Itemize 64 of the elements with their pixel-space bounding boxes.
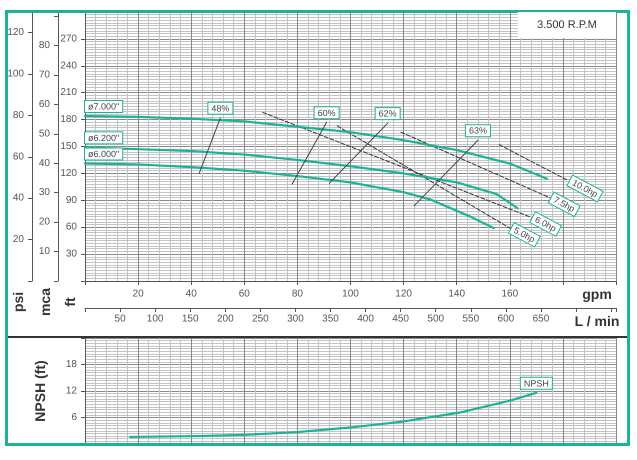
x2-tick-label: 500 (427, 314, 445, 324)
x2-tick-label: 400 (357, 314, 374, 324)
x-tick-label: 120 (395, 288, 412, 300)
x-tick-label: 100 (342, 288, 360, 300)
y3-tick-label: 40 (38, 158, 50, 169)
y3-tick-label: 50 (38, 128, 50, 140)
x2-tick-label: 450 (392, 314, 410, 324)
y-tick-label: 6 (71, 412, 78, 423)
y-tick-label: 210 (60, 87, 78, 98)
y3-tick-label: 60 (38, 98, 50, 110)
x-tick-label: 140 (448, 288, 466, 300)
x2-tick-label: 100 (146, 314, 164, 324)
series-label: 63% (468, 126, 487, 136)
x2-tick-label: 350 (322, 314, 340, 324)
y2-axis-title: psi (10, 292, 26, 312)
y-tick-label: 12 (66, 386, 78, 396)
y3-tick-label: 10 (38, 246, 50, 258)
y-tick-label: 60 (66, 222, 78, 233)
x-tick-label: 80 (292, 288, 304, 300)
caption-box: 3.500 R.P.M (518, 12, 616, 38)
x2-tick-label: 600 (498, 314, 515, 324)
x2-tick-label: 50 (114, 314, 126, 324)
series-label: ø6.200" (88, 132, 120, 143)
y-axis-title: NPSH (ft) (32, 360, 48, 422)
x-axis-title: gpm (582, 286, 612, 302)
y-tick-label: 270 (60, 33, 78, 44)
series-label: 48% (211, 103, 230, 114)
x-tick-label: 160 (501, 288, 519, 300)
line-series (84, 146, 519, 210)
series-label: NPSH (524, 378, 549, 388)
y-tick-label: 150 (60, 141, 78, 152)
y2-tick-label: 20 (12, 234, 24, 246)
y3-tick-label: 80 (38, 40, 50, 52)
x2-tick-label: 550 (462, 314, 480, 324)
y3-tick-label: 20 (38, 216, 50, 228)
y3-tick-label: 30 (38, 187, 50, 198)
y3-axis-title: mca (37, 288, 53, 316)
x2-tick-label: 650 (532, 314, 550, 324)
y-tick-label: 240 (60, 60, 78, 72)
y-tick-label: 30 (66, 248, 78, 260)
y2-tick-label: 80 (12, 110, 24, 121)
x2-axis-title: L / min (574, 313, 620, 329)
y2-tick-label: 60 (12, 151, 24, 162)
y2-tick-label: 40 (12, 192, 24, 204)
y-axis-title: ft (62, 297, 78, 307)
x2-tick-label: 300 (287, 314, 304, 324)
x-tick-label: 60 (238, 288, 250, 300)
x2-tick-label: 200 (216, 314, 234, 324)
y2-tick-label: 120 (7, 27, 24, 38)
x2-tick-label: 250 (252, 314, 270, 324)
y2-tick-label: 100 (7, 68, 24, 80)
x-tick-label: 20 (132, 288, 144, 300)
series-label: 60% (318, 108, 336, 118)
series-label: 62% (378, 108, 397, 119)
line-series (84, 162, 495, 230)
y3-tick-label: 70 (38, 69, 50, 80)
y-tick-label: 90 (66, 194, 78, 206)
y-tick-label: 180 (60, 114, 78, 126)
x2-tick-label: 150 (182, 314, 199, 324)
x-tick-label: 40 (186, 288, 198, 300)
y-tick-label: 18 (66, 359, 78, 370)
legend-label: ø6.000" (88, 149, 120, 160)
series-label: ø7.000" (88, 102, 120, 112)
y-tick-label: 120 (60, 168, 78, 179)
